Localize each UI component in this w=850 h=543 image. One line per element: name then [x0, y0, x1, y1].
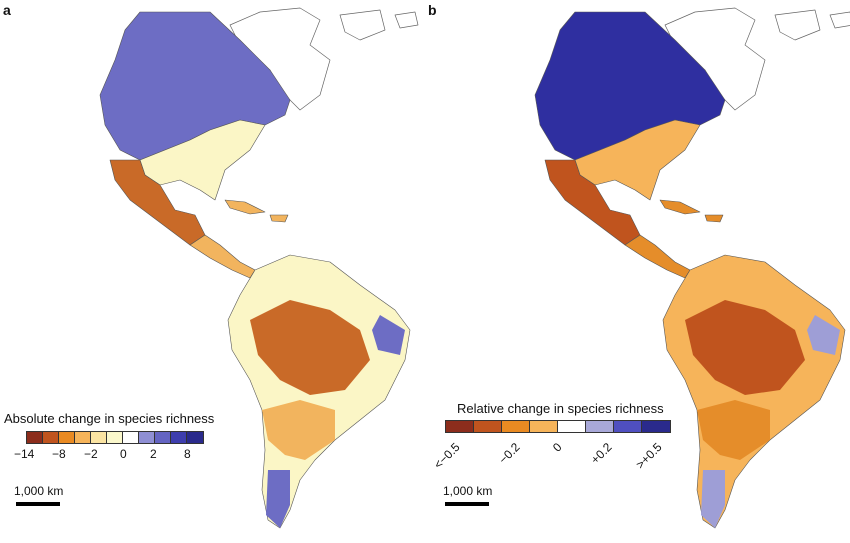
southern-cone-region	[262, 400, 335, 460]
legend-swatch	[530, 421, 558, 432]
legend-tick: 2	[150, 447, 157, 461]
amazon-region	[685, 300, 805, 395]
legend-swatch	[187, 432, 203, 443]
southern-cone-region	[697, 400, 770, 460]
legend-swatch	[75, 432, 91, 443]
panel-b: b Relative change in species richness <−…	[425, 0, 850, 543]
legend-tick: −14	[14, 447, 35, 461]
legend-title: Relative change in species richness	[457, 401, 664, 416]
legend-swatch	[642, 421, 670, 432]
species-richness-map	[99, 7, 419, 529]
legend-swatch	[446, 421, 474, 432]
patagonia-region	[266, 470, 290, 528]
iceland-outline	[339, 9, 386, 41]
scale-bar	[16, 502, 60, 506]
scale-bar	[445, 502, 489, 506]
legend-title: Absolute change in species richness	[4, 411, 215, 426]
legend-swatch	[558, 421, 586, 432]
iceland-outline	[774, 9, 821, 41]
northeast-brazil-region	[807, 315, 840, 355]
patagonia-region	[701, 470, 725, 528]
legend-swatch	[171, 432, 187, 443]
northeast-brazil-region	[372, 315, 405, 355]
scale-label: 1,000 km	[443, 484, 493, 498]
hispaniola	[704, 214, 724, 223]
legend-swatch	[59, 432, 75, 443]
island-outline	[394, 11, 419, 29]
island-outline	[829, 11, 850, 29]
legend-swatch	[474, 421, 502, 432]
legend-swatch	[155, 432, 171, 443]
legend-swatch	[43, 432, 59, 443]
legend-tick: 8	[184, 447, 191, 461]
legend-swatch	[139, 432, 155, 443]
southern-usa	[574, 119, 701, 201]
cuba	[224, 199, 266, 215]
panel-letter: b	[428, 2, 437, 18]
central-america	[189, 234, 256, 279]
legend-swatch	[27, 432, 43, 443]
amazon-region	[250, 300, 370, 395]
cuba	[659, 199, 701, 215]
species-richness-map	[534, 7, 850, 529]
panel-letter: a	[3, 2, 11, 18]
central-america	[624, 234, 691, 279]
legend-swatch	[586, 421, 614, 432]
legend-tick: 0	[120, 447, 127, 461]
legend-tick: −8	[52, 447, 66, 461]
legend-color-bar	[445, 420, 671, 433]
panel-a: a Absolute change in species richness −1…	[3, 2, 419, 529]
southern-usa	[139, 119, 266, 201]
legend-swatch	[107, 432, 123, 443]
legend-color-bar	[26, 431, 204, 444]
legend-tick: −2	[84, 447, 98, 461]
legend-swatch	[614, 421, 642, 432]
legend-swatch	[123, 432, 139, 443]
legend-swatch	[502, 421, 530, 432]
hispaniola	[269, 214, 289, 223]
legend-swatch	[91, 432, 107, 443]
scale-label: 1,000 km	[14, 484, 64, 498]
